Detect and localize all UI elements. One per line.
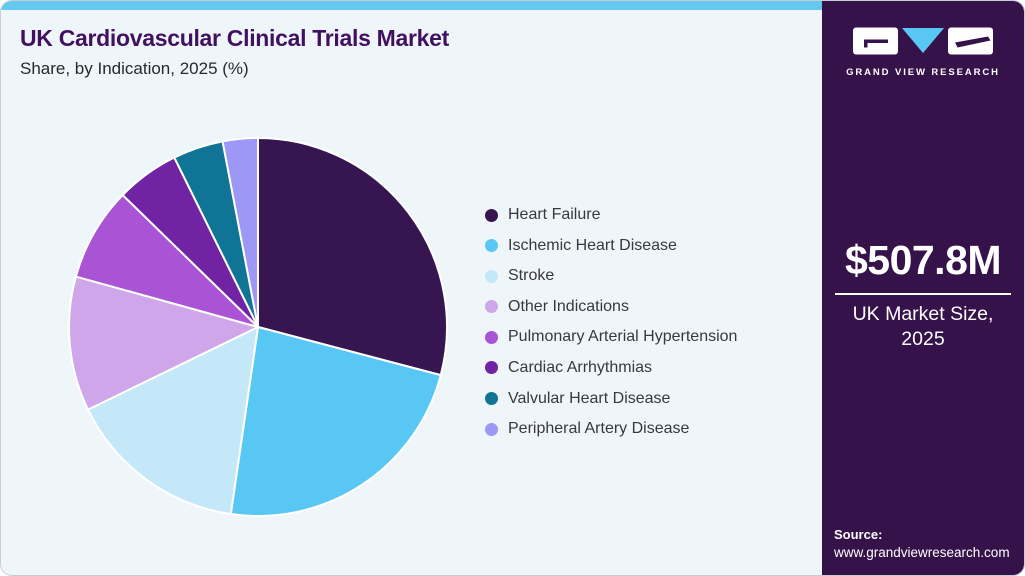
sidebar: GRAND VIEW RESEARCH $507.8M UK Market Si… [822, 1, 1024, 575]
brand-name: GRAND VIEW RESEARCH [846, 67, 1000, 78]
legend-label: Peripheral Artery Disease [508, 420, 690, 438]
pie-slice-stroke [87, 326, 259, 516]
chart-panel: UK Cardiovascular Clinical Trials Market… [1, 1, 822, 575]
gvr-logo-icon [853, 27, 993, 55]
legend-item-pulmonary-arterial-hypertension: Pulmonary Arterial Hypertension [485, 328, 737, 346]
legend-item-stroke: Stroke [485, 267, 737, 285]
market-size-label: UK Market Size, 2025 [822, 302, 1024, 353]
pie-chart [68, 137, 448, 517]
legend-label: Stroke [508, 267, 555, 285]
legend-label: Heart Failure [508, 206, 601, 223]
legend: Heart Failure Ischemic Heart Disease Strok… [485, 206, 737, 438]
market-size-divider [835, 293, 1011, 295]
legend-label: Valvular Heart Disease [508, 389, 671, 407]
source-block: Source: www.grandviewresearch.com [834, 526, 1010, 562]
legend-label: Cardiac Arrhythmias [508, 358, 653, 376]
pie-slice-peripheral-artery-disease [221, 137, 259, 328]
legend-item-other-indications: Other Indications [485, 298, 737, 316]
legend-swatch-icon [485, 361, 498, 375]
legend-swatch-icon [485, 392, 498, 406]
source-url: www.grandviewresearch.com [834, 544, 1010, 560]
legend-item-heart-failure: Heart Failure [485, 206, 737, 224]
legend-swatch-icon [485, 300, 498, 314]
legend-item-ischemic-heart-disease: Ischemic Heart Disease [485, 237, 737, 255]
market-size-value: $507.8M [844, 237, 1002, 283]
legend-item-cardiac-arrhythmias: Cardiac Arrhythmias [485, 359, 737, 377]
pie-slice-other-indications [68, 275, 259, 411]
market-size-block: $507.8M UK Market Size, 2025 [822, 237, 1024, 353]
legend-item-peripheral-artery-disease: Peripheral Artery Disease [485, 420, 737, 438]
legend-item-valvular-heart-disease: Valvular Heart Disease [485, 390, 737, 408]
market-size-label-line1: UK Market Size, [852, 303, 994, 325]
legend-swatch-icon [485, 330, 498, 344]
chart-subtitle: Share, by Indication, 2025 (%) [20, 59, 249, 78]
legend-swatch-icon [485, 208, 498, 222]
chart-title: UK Cardiovascular Clinical Trials Market [20, 25, 450, 51]
market-size-label-line2: 2025 [901, 328, 945, 351]
pie-slice-pulmonary-arterial-hypertension [74, 194, 259, 328]
source-label: Source: [834, 526, 883, 542]
pie-slice-ischemic-heart-disease [229, 326, 442, 517]
brand: GRAND VIEW RESEARCH [822, 27, 1024, 78]
legend-label: Ischemic Heart Disease [508, 236, 677, 254]
legend-swatch-icon [485, 269, 498, 283]
legend-swatch-icon [485, 239, 498, 253]
chart-header: UK Cardiovascular Clinical Trials Market… [20, 25, 449, 79]
top-accent-bar [1, 1, 822, 10]
legend-label: Other Indications [508, 297, 629, 315]
legend-label: Pulmonary Arterial Hypertension [508, 328, 738, 346]
pie-slice-heart-failure [257, 137, 448, 377]
legend-swatch-icon [485, 422, 498, 436]
